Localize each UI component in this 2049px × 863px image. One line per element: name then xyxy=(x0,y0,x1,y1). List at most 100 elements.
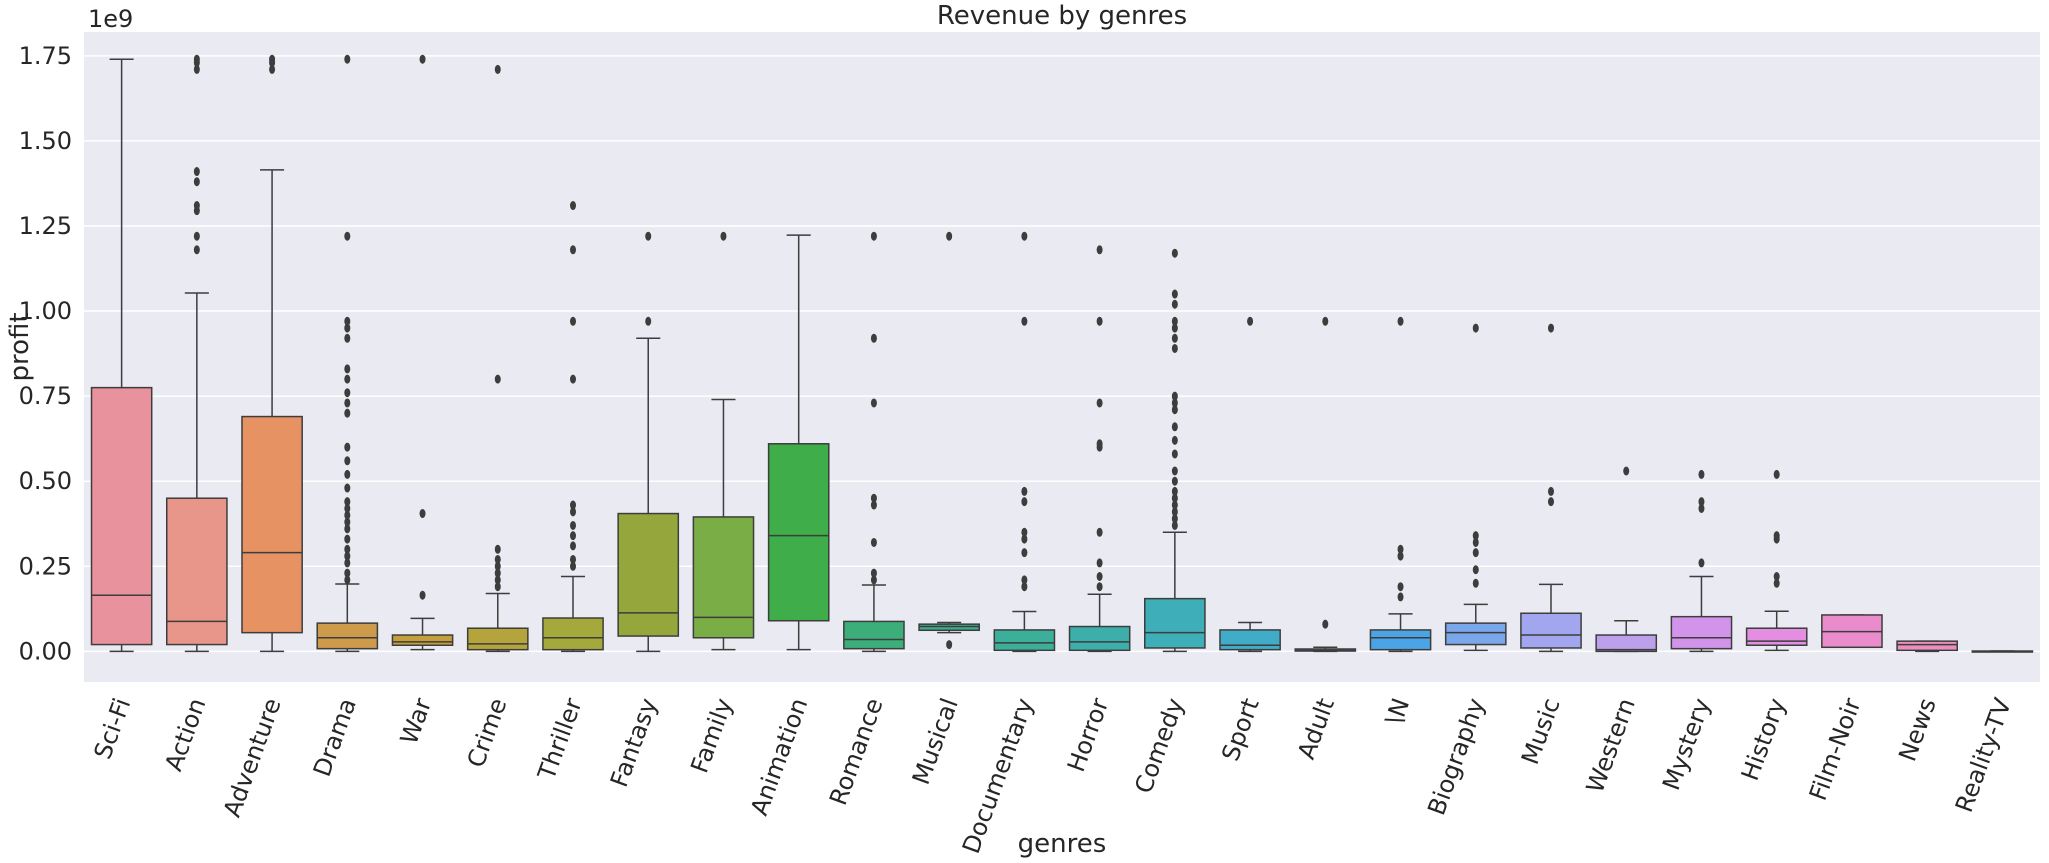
box-family xyxy=(692,231,755,651)
y-tick-label: 0.75 xyxy=(19,382,72,410)
outlier-point xyxy=(946,231,953,241)
outlier-point xyxy=(1472,323,1479,333)
outlier-point xyxy=(1322,619,1329,629)
y-tick-label: 0.00 xyxy=(19,637,72,665)
outlier-point xyxy=(1171,248,1178,258)
box-action xyxy=(166,54,228,653)
outlier-point xyxy=(494,374,501,384)
outlier-point xyxy=(1171,343,1178,353)
x-tick-label: Fantasy xyxy=(605,694,663,790)
y-tick-label: 1.50 xyxy=(19,127,72,155)
outlier-point xyxy=(1623,466,1630,476)
outlier-point xyxy=(1698,558,1705,568)
iqr-box xyxy=(466,627,529,651)
x-tick-label: Sci-Fi xyxy=(89,694,137,762)
outlier-point xyxy=(1021,497,1028,507)
outlier-point xyxy=(1397,582,1404,592)
outlier-point xyxy=(570,520,576,530)
outlier-point xyxy=(494,64,501,74)
outlier-point xyxy=(1472,578,1479,588)
outlier-point xyxy=(1096,439,1103,449)
outlier-point xyxy=(1096,316,1103,326)
x-tick-label: Action xyxy=(159,694,211,774)
outlier-point xyxy=(645,316,652,326)
outlier-point xyxy=(1021,582,1028,592)
outlier-point xyxy=(494,568,501,578)
outlier-point xyxy=(1171,398,1178,408)
outlier-point xyxy=(870,500,877,510)
outlier-point xyxy=(1096,245,1103,255)
outlier-point xyxy=(1698,503,1705,513)
outlier-point xyxy=(870,333,877,343)
x-tick-label: Horror xyxy=(1062,694,1114,775)
outlier-point xyxy=(1171,422,1178,432)
iqr-box xyxy=(1144,597,1206,649)
outlier-point xyxy=(1397,544,1404,554)
iqr-box xyxy=(1068,625,1131,652)
box-reality-tv xyxy=(1971,650,2034,653)
y-tick-label: 0.50 xyxy=(19,467,72,495)
iqr-box xyxy=(166,497,228,646)
outlier-point xyxy=(1322,316,1329,326)
x-tick-label: Drama xyxy=(308,694,362,780)
outlier-point xyxy=(419,509,426,519)
x-tick-label: Western xyxy=(1581,694,1641,796)
iqr-box xyxy=(993,629,1056,652)
outlier-point xyxy=(193,54,200,64)
outlier-point xyxy=(344,568,351,578)
x-tick-label: Adult xyxy=(1292,694,1340,762)
x-tick-label: War xyxy=(395,694,437,748)
iqr-box xyxy=(692,516,755,639)
outlier-point xyxy=(870,398,877,408)
outlier-point xyxy=(1096,572,1103,582)
box-horror xyxy=(1068,245,1131,653)
outlier-point xyxy=(344,408,351,418)
outlier-point xyxy=(570,531,576,541)
outlier-point xyxy=(1096,558,1103,568)
outlier-point xyxy=(269,64,276,74)
box-sport xyxy=(1219,316,1281,653)
x-tick-label: Film-Noir xyxy=(1804,694,1867,804)
outlier-point xyxy=(1171,316,1178,326)
outlier-point xyxy=(1096,527,1103,537)
box-crime xyxy=(466,64,529,653)
outlier-point xyxy=(1171,449,1178,459)
outlier-point xyxy=(494,582,501,592)
outlier-point xyxy=(1171,299,1178,309)
outlier-point xyxy=(1773,531,1780,541)
outlier-point xyxy=(1171,466,1178,476)
outlier-point xyxy=(344,442,351,452)
outlier-point xyxy=(344,231,351,241)
box-mystery xyxy=(1670,469,1733,653)
iqr-box xyxy=(1595,634,1658,653)
outlier-point xyxy=(344,374,351,384)
outlier-point xyxy=(570,316,576,326)
box-musical xyxy=(918,231,980,650)
outlier-point xyxy=(1773,572,1780,582)
box-music xyxy=(1520,323,1582,653)
outlier-point xyxy=(344,323,351,333)
outlier-point xyxy=(494,554,501,564)
outlier-point xyxy=(946,640,953,650)
chart-title: Revenue by genres xyxy=(937,1,1187,31)
box-adventure xyxy=(241,54,303,653)
x-tick-label: Music xyxy=(1516,694,1566,768)
box-western xyxy=(1595,466,1658,653)
outlier-point xyxy=(570,201,576,211)
box-history xyxy=(1745,469,1808,652)
box--n xyxy=(1369,316,1432,653)
outlier-point xyxy=(1096,582,1103,592)
iqr-box xyxy=(1444,622,1507,646)
outlier-point xyxy=(1171,476,1178,486)
outlier-point xyxy=(570,507,576,517)
outlier-point xyxy=(1698,497,1705,507)
outlier-point xyxy=(344,483,351,493)
outlier-point xyxy=(344,544,351,554)
iqr-box xyxy=(1369,629,1432,651)
outlier-point xyxy=(570,500,576,510)
outlier-point xyxy=(1472,565,1479,575)
iqr-box xyxy=(1670,615,1733,650)
x-tick-label: Romance xyxy=(824,694,888,808)
outlier-point xyxy=(570,554,576,564)
